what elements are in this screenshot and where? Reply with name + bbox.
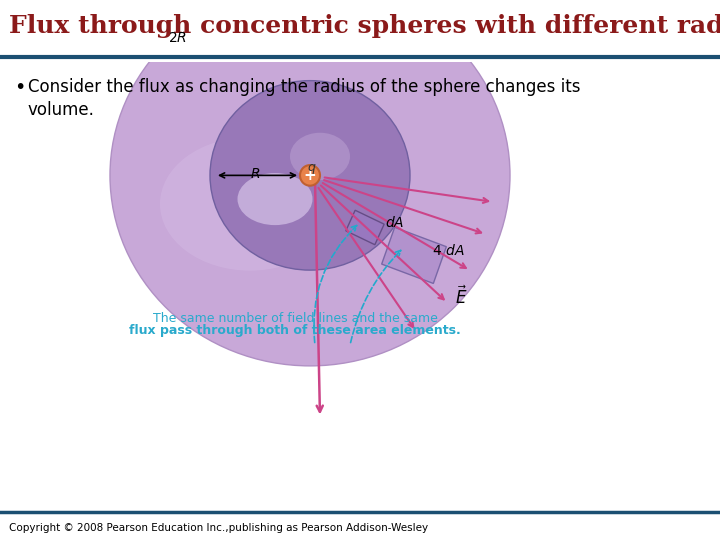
Ellipse shape (110, 0, 510, 366)
Ellipse shape (210, 80, 410, 270)
Polygon shape (346, 210, 384, 245)
Text: $\vec{E}$: $\vec{E}$ (456, 286, 468, 308)
Ellipse shape (290, 133, 350, 180)
Text: q: q (307, 161, 315, 174)
Text: $2R$: $2R$ (168, 31, 188, 45)
Ellipse shape (238, 173, 312, 225)
Polygon shape (382, 227, 446, 284)
Text: •: • (14, 78, 25, 97)
Circle shape (300, 165, 320, 186)
Text: Flux through concentric spheres with different radii: Flux through concentric spheres with dif… (9, 14, 720, 38)
Text: flux pass through both of these area elements.: flux pass through both of these area ele… (129, 324, 461, 337)
Text: $dA$: $dA$ (385, 215, 405, 230)
Text: +: + (304, 168, 316, 183)
Text: $4\ dA$: $4\ dA$ (432, 243, 464, 258)
Text: Consider the flux as changing the radius of the sphere changes its
volume.: Consider the flux as changing the radius… (28, 78, 580, 119)
Ellipse shape (160, 137, 340, 271)
Text: Copyright © 2008 Pearson Education Inc.,publishing as Pearson Addison-Wesley: Copyright © 2008 Pearson Education Inc.,… (9, 523, 428, 533)
Text: $R$: $R$ (250, 166, 260, 180)
Text: The same number of field lines and the same: The same number of field lines and the s… (153, 312, 438, 325)
